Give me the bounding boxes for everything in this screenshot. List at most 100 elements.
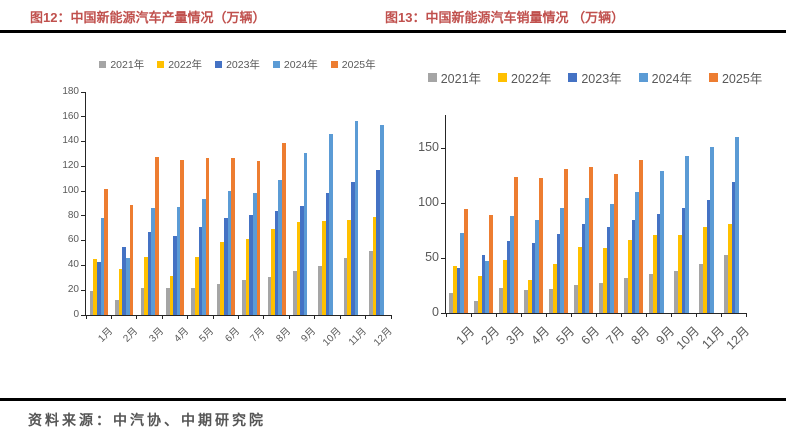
production-legend: 2021年 2022年 2023年 2024年 2025年 (85, 57, 390, 72)
bar-group-5月 (546, 169, 571, 313)
y-axis-label-20: 20 (67, 284, 79, 296)
y-axis-label-100: 100 (418, 195, 439, 210)
x-axis-label-9月: 9月 (653, 323, 677, 348)
y-axis-tick (441, 147, 445, 149)
bar-2024年-10月 (685, 155, 690, 313)
bar-2025年-5月 (205, 157, 210, 315)
bar-2022年-10月 (322, 220, 326, 315)
x-axis-tick (595, 313, 597, 317)
sales-legend: 2021年 2022年 2023年 2024年 2025年 (427, 68, 762, 87)
y-axis-label-140: 140 (62, 135, 79, 147)
legend-label-2025年: 2025年 (341, 59, 376, 71)
x-axis-tick (695, 313, 697, 317)
bar-2023年-10月 (325, 192, 330, 315)
bar-group-1月 (86, 189, 111, 315)
bar-2021年-6月 (216, 284, 221, 315)
legend-item-2022年: 2022年 (498, 68, 551, 87)
y-axis-tick (81, 165, 85, 167)
bar-group-3月 (496, 176, 521, 313)
y-axis-tick (81, 116, 85, 118)
legend-label-2022年: 2022年 (511, 72, 552, 86)
x-axis-tick (670, 313, 672, 317)
bar-2023年-4月 (173, 235, 177, 315)
bar-group-11月 (340, 121, 365, 315)
bar-2022年-9月 (652, 235, 657, 313)
bar-2022年-1月 (452, 265, 457, 313)
y-axis-tick (81, 314, 85, 316)
x-axis-tick (365, 315, 367, 319)
bar-group-6月 (571, 166, 596, 313)
x-axis-label-4月: 4月 (172, 325, 192, 345)
x-axis-tick (339, 315, 341, 319)
legend-item-2024年: 2024年 (272, 57, 318, 72)
bar-2023年-10月 (681, 207, 686, 313)
x-axis-label-8月: 8月 (274, 325, 293, 345)
bar-2021年-4月 (524, 290, 528, 313)
bar-2025年-1月 (104, 189, 108, 315)
x-axis-tick (238, 315, 239, 319)
bar-2022年-8月 (627, 239, 632, 313)
x-axis-tick (520, 313, 522, 317)
y-axis-label-120: 120 (62, 160, 79, 172)
x-axis-tick (645, 313, 647, 317)
bar-2023年-12月 (376, 169, 381, 315)
bar-2022年-3月 (502, 259, 507, 313)
bar-2022年-9月 (296, 221, 301, 315)
bar-2024年-7月 (253, 193, 257, 315)
bar-group-8月 (264, 142, 289, 315)
bar-2022年-5月 (552, 263, 557, 313)
x-axis-tick (445, 313, 447, 317)
bar-group-1月 (446, 209, 471, 313)
bar-2023年-8月 (631, 219, 636, 313)
bar-2024年-5月 (202, 198, 206, 315)
bar-2022年-11月 (347, 219, 352, 315)
bar-2023年-5月 (556, 234, 561, 313)
bar-2021年-5月 (191, 288, 195, 315)
y-axis-tick (81, 91, 85, 93)
bar-group-10月 (315, 133, 340, 315)
x-axis-tick (720, 313, 722, 317)
x-axis-label-6月: 6月 (223, 325, 242, 345)
bar-2021年-9月 (649, 273, 653, 313)
bar-2025年-7月 (614, 174, 618, 313)
x-axis-label-11月: 11月 (346, 325, 370, 349)
y-axis-label-40: 40 (67, 259, 79, 271)
bar-2023年-6月 (223, 217, 228, 315)
bar-2025年-6月 (231, 157, 235, 315)
bar-2021年-11月 (343, 258, 348, 315)
bar-2025年-6月 (589, 166, 593, 313)
legend-label-2024年: 2024年 (651, 72, 692, 86)
bar-2025年-2月 (489, 214, 493, 313)
bar-2022年-7月 (245, 238, 250, 315)
bar-2024年-1月 (460, 232, 465, 313)
y-axis-label-80: 80 (67, 209, 79, 221)
bar-2021年-3月 (140, 288, 145, 315)
bar-2024年-5月 (560, 207, 565, 313)
y-axis-label-100: 100 (62, 184, 79, 196)
x-axis-label-7月: 7月 (603, 323, 627, 348)
bar-2021年-1月 (89, 291, 94, 315)
bar-2024年-7月 (610, 204, 615, 313)
y-axis-tick (441, 312, 445, 314)
sales-chart: 2021年 2022年 2023年 2024年 2025年 0 50 100 150 1月 2月 3… (395, 68, 765, 388)
bar-2025年-5月 (564, 169, 568, 313)
y-axis-label-180: 180 (62, 85, 79, 97)
x-axis-label-9月: 9月 (299, 325, 319, 345)
legend-label-2021年: 2021年 (110, 59, 145, 71)
bar-2022年-8月 (271, 229, 275, 315)
x-axis-tick (187, 315, 189, 319)
bar-2021年-10月 (674, 270, 678, 313)
bar-2023年-11月 (351, 181, 355, 315)
y-axis-tick (81, 141, 85, 143)
fig13-title: 图13：中国新能源汽车销量情况 （万辆） (385, 10, 625, 25)
bar-2021年-2月 (115, 299, 119, 315)
header-rule (0, 30, 786, 33)
bar-2023年-9月 (656, 213, 661, 313)
legend-swatch-2021年 (427, 73, 437, 82)
y-axis-tick (81, 190, 85, 192)
bar-group-3月 (137, 156, 162, 315)
bar-2022年-5月 (194, 257, 199, 315)
y-axis-tick (441, 202, 445, 204)
bar-2021年-11月 (699, 263, 703, 313)
x-axis-tick (288, 315, 290, 319)
